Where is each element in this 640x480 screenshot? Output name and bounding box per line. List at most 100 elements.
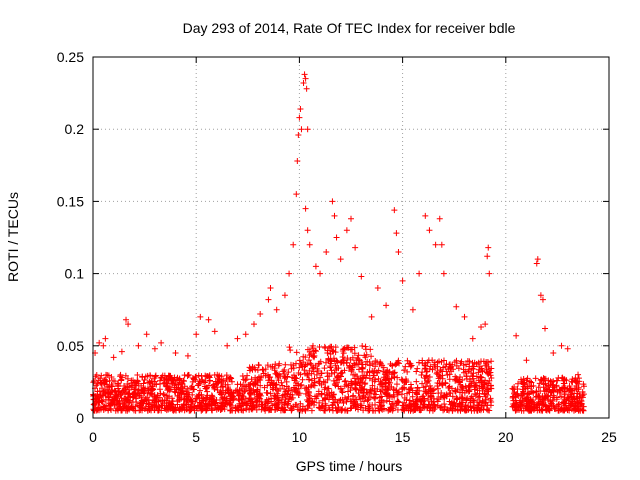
data-point bbox=[123, 396, 130, 403]
data-point bbox=[395, 248, 402, 255]
data-point bbox=[104, 390, 111, 397]
data-point bbox=[386, 392, 393, 399]
axis-ticks: 0 5 10 15 20 25 0 0.05 0.1 0.15 0.2 0.25 bbox=[57, 49, 617, 445]
data-point bbox=[435, 358, 442, 365]
data-point bbox=[366, 405, 373, 412]
data-point bbox=[376, 399, 383, 406]
data-point bbox=[475, 369, 482, 376]
data-point bbox=[265, 399, 272, 406]
data-point bbox=[161, 392, 168, 399]
data-point bbox=[293, 349, 300, 356]
data-point bbox=[125, 321, 132, 328]
data-point bbox=[232, 387, 239, 394]
data-point bbox=[337, 256, 344, 263]
data-point bbox=[438, 381, 445, 388]
data-point bbox=[475, 377, 482, 384]
data-point bbox=[285, 385, 292, 392]
data-point bbox=[329, 394, 336, 401]
data-point bbox=[119, 374, 126, 381]
data-point bbox=[158, 339, 165, 346]
data-point bbox=[285, 398, 292, 405]
data-point bbox=[484, 359, 491, 366]
y-tick-label: 0 bbox=[76, 410, 84, 426]
data-point bbox=[448, 368, 455, 375]
data-point bbox=[355, 406, 362, 413]
data-point bbox=[447, 390, 454, 397]
data-point bbox=[389, 362, 396, 369]
data-point bbox=[310, 353, 317, 360]
data-point bbox=[280, 368, 287, 375]
data-point bbox=[254, 397, 261, 404]
data-point bbox=[115, 383, 122, 390]
data-point bbox=[313, 371, 320, 378]
data-point bbox=[276, 397, 283, 404]
data-point bbox=[366, 389, 373, 396]
data-point bbox=[450, 400, 457, 407]
data-point bbox=[118, 377, 125, 384]
data-point bbox=[268, 377, 275, 384]
data-point bbox=[457, 395, 464, 402]
data-point bbox=[281, 400, 288, 407]
data-point bbox=[258, 373, 265, 380]
data-point bbox=[112, 393, 119, 400]
data-point bbox=[474, 387, 481, 394]
data-point bbox=[308, 383, 315, 390]
data-point bbox=[355, 352, 362, 359]
data-point bbox=[353, 396, 360, 403]
data-point bbox=[117, 371, 124, 378]
data-point bbox=[575, 380, 582, 387]
data-point bbox=[425, 386, 432, 393]
data-point bbox=[371, 372, 377, 379]
data-point bbox=[479, 367, 486, 374]
data-point bbox=[247, 385, 254, 392]
data-point bbox=[184, 373, 191, 380]
data-point bbox=[334, 358, 341, 365]
data-point bbox=[458, 358, 465, 365]
data-point bbox=[325, 344, 332, 351]
data-point bbox=[420, 395, 427, 402]
data-point bbox=[146, 390, 153, 397]
data-point bbox=[580, 383, 587, 390]
data-point bbox=[352, 244, 359, 251]
data-point bbox=[297, 360, 304, 367]
data-point bbox=[568, 393, 575, 400]
x-tick-label: 15 bbox=[395, 429, 411, 445]
data-point bbox=[285, 369, 292, 376]
data-point bbox=[440, 364, 447, 371]
data-point bbox=[466, 363, 473, 370]
data-point bbox=[225, 385, 232, 392]
data-point bbox=[279, 405, 286, 412]
data-point bbox=[311, 354, 318, 361]
data-point bbox=[388, 401, 395, 408]
data-point bbox=[146, 383, 153, 390]
data-point bbox=[145, 396, 152, 403]
data-point bbox=[449, 393, 456, 400]
data-point bbox=[123, 316, 130, 323]
data-point bbox=[328, 358, 335, 365]
data-point bbox=[461, 313, 468, 320]
data-point bbox=[402, 363, 409, 370]
data-point bbox=[254, 395, 260, 402]
data-point bbox=[335, 383, 342, 390]
data-point bbox=[471, 384, 478, 391]
data-point bbox=[315, 388, 322, 395]
data-point bbox=[533, 260, 540, 267]
data-point bbox=[269, 402, 276, 409]
data-point bbox=[385, 387, 392, 394]
data-point bbox=[295, 131, 302, 138]
data-point bbox=[128, 377, 135, 384]
data-point bbox=[536, 407, 543, 414]
data-point bbox=[160, 380, 167, 387]
data-point bbox=[94, 388, 101, 395]
data-point bbox=[278, 379, 285, 386]
data-point bbox=[400, 404, 407, 411]
data-point bbox=[334, 375, 341, 382]
data-point bbox=[180, 402, 187, 409]
data-point bbox=[228, 375, 235, 382]
data-point bbox=[243, 400, 250, 407]
data-point bbox=[447, 404, 454, 411]
data-point bbox=[385, 393, 392, 400]
data-point bbox=[331, 212, 338, 219]
data-point bbox=[315, 361, 322, 368]
